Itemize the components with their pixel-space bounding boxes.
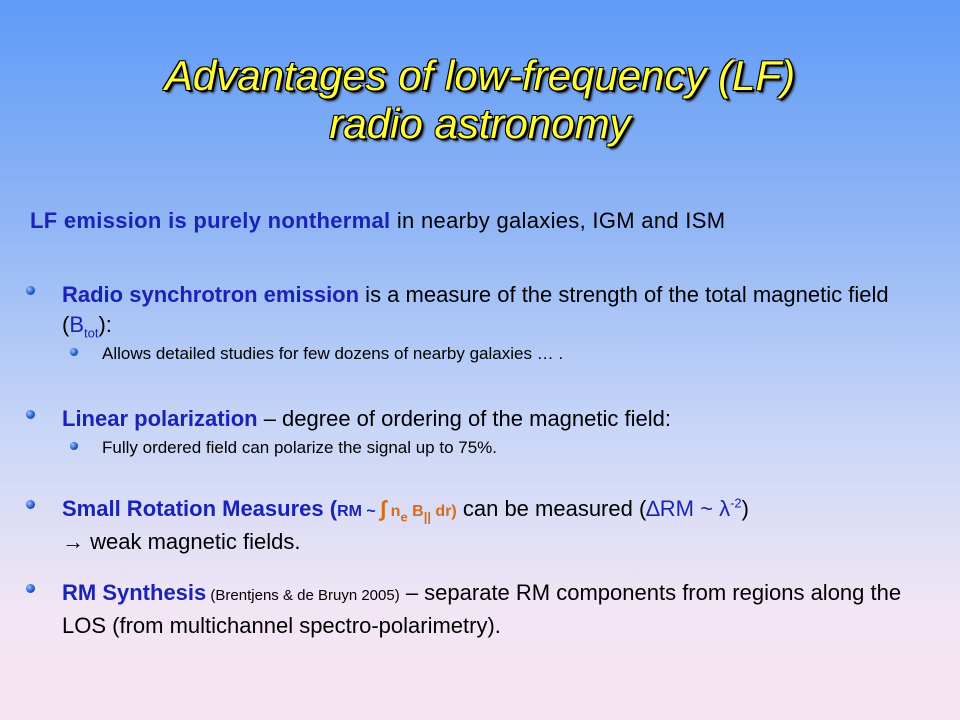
sync-tail: ): — [98, 312, 112, 337]
rm-b-subscript: || — [423, 509, 431, 525]
sub-bullet-icon — [70, 348, 78, 356]
slide-title-line1: Advantages of low-frequency (LF) — [164, 52, 796, 99]
bullet-rotation-measures: Small Rotation Measures (RM ~ ∫ ne B|| d… — [24, 494, 934, 557]
synth-source: (Brentjens & de Bruyn 2005) — [206, 587, 400, 604]
rm-emphasis: Small Rotation Measures ( — [62, 496, 338, 521]
sync-rest: is a measure of the strength of the tota… — [62, 282, 889, 337]
bullet-icon — [26, 410, 35, 419]
sync-subscript: tot — [84, 325, 99, 341]
bullet-icon — [26, 500, 35, 509]
rm-formula-part1: RM ~ — [337, 503, 381, 520]
lead-statement: LF emission is purely nonthermal in near… — [30, 208, 725, 234]
rm-rm-label: RM ~ — [659, 496, 720, 521]
rm-lambda-symbol: λ — [719, 496, 731, 521]
rm-rest: can be measured ( — [456, 496, 647, 521]
bullet-rm-text: Small Rotation Measures (RM ~ ∫ ne B|| d… — [24, 494, 934, 557]
bullet-synchrotron-sub: Allows detailed studies for few dozens o… — [24, 342, 934, 366]
lead-emphasis: LF emission is purely nonthermal — [30, 208, 391, 233]
rm-formula-part2: n — [386, 503, 401, 520]
slide-title: Advantages of low-frequency (LF) radio a… — [0, 52, 960, 148]
sub-bullet-icon — [70, 442, 78, 450]
sync-sub-item: Allows detailed studies for few dozens o… — [102, 344, 564, 363]
rm-lambda-superscript: -2 — [730, 495, 742, 511]
bullet-icon — [26, 286, 35, 295]
synth-rest: – separate RM components from regions al… — [62, 580, 902, 638]
lead-rest: in nearby galaxies, IGM and ISM — [390, 208, 726, 233]
rm-line2: → weak magnetic fields. — [62, 529, 301, 554]
rm-delta-symbol: ∆ — [646, 496, 660, 521]
bullet-polarization-sub: Fully ordered field can polarize the sig… — [24, 436, 934, 460]
synth-emphasis: RM Synthesis — [62, 580, 207, 605]
slide-title-line2: radio astronomy — [329, 100, 631, 147]
pol-rest: – degree of ordering of the magnetic fie… — [257, 406, 671, 431]
sync-symbol: B — [69, 312, 85, 337]
bullet-synchrotron-text: Radio synchrotron emission is a measure … — [24, 280, 934, 340]
rm-formula-part4: dr) — [430, 503, 457, 520]
bullet-polarization: Linear polarization – degree of ordering… — [24, 404, 934, 460]
rm-formula-part3: B — [407, 503, 424, 520]
bullet-synthesis-text: RM Synthesis (Brentjens & de Bruyn 2005)… — [24, 578, 934, 641]
rm-integral-symbol: ∫ — [380, 496, 387, 521]
bullet-polarization-text: Linear polarization – degree of ordering… — [24, 404, 934, 434]
bullet-icon — [26, 584, 35, 593]
sync-emphasis: Radio synchrotron emission — [62, 282, 360, 307]
pol-emphasis: Linear polarization — [62, 406, 258, 431]
rm-ne-subscript: e — [400, 509, 408, 525]
bullet-rm-synthesis: RM Synthesis (Brentjens & de Bruyn 2005)… — [24, 578, 934, 641]
rm-tail: ) — [741, 496, 749, 521]
pol-sub-item: Fully ordered field can polarize the sig… — [102, 438, 498, 457]
bullet-synchrotron: Radio synchrotron emission is a measure … — [24, 280, 934, 366]
